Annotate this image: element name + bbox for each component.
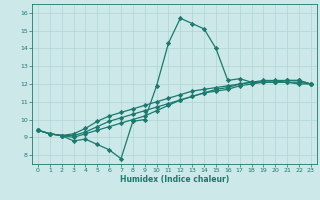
X-axis label: Humidex (Indice chaleur): Humidex (Indice chaleur) <box>120 175 229 184</box>
